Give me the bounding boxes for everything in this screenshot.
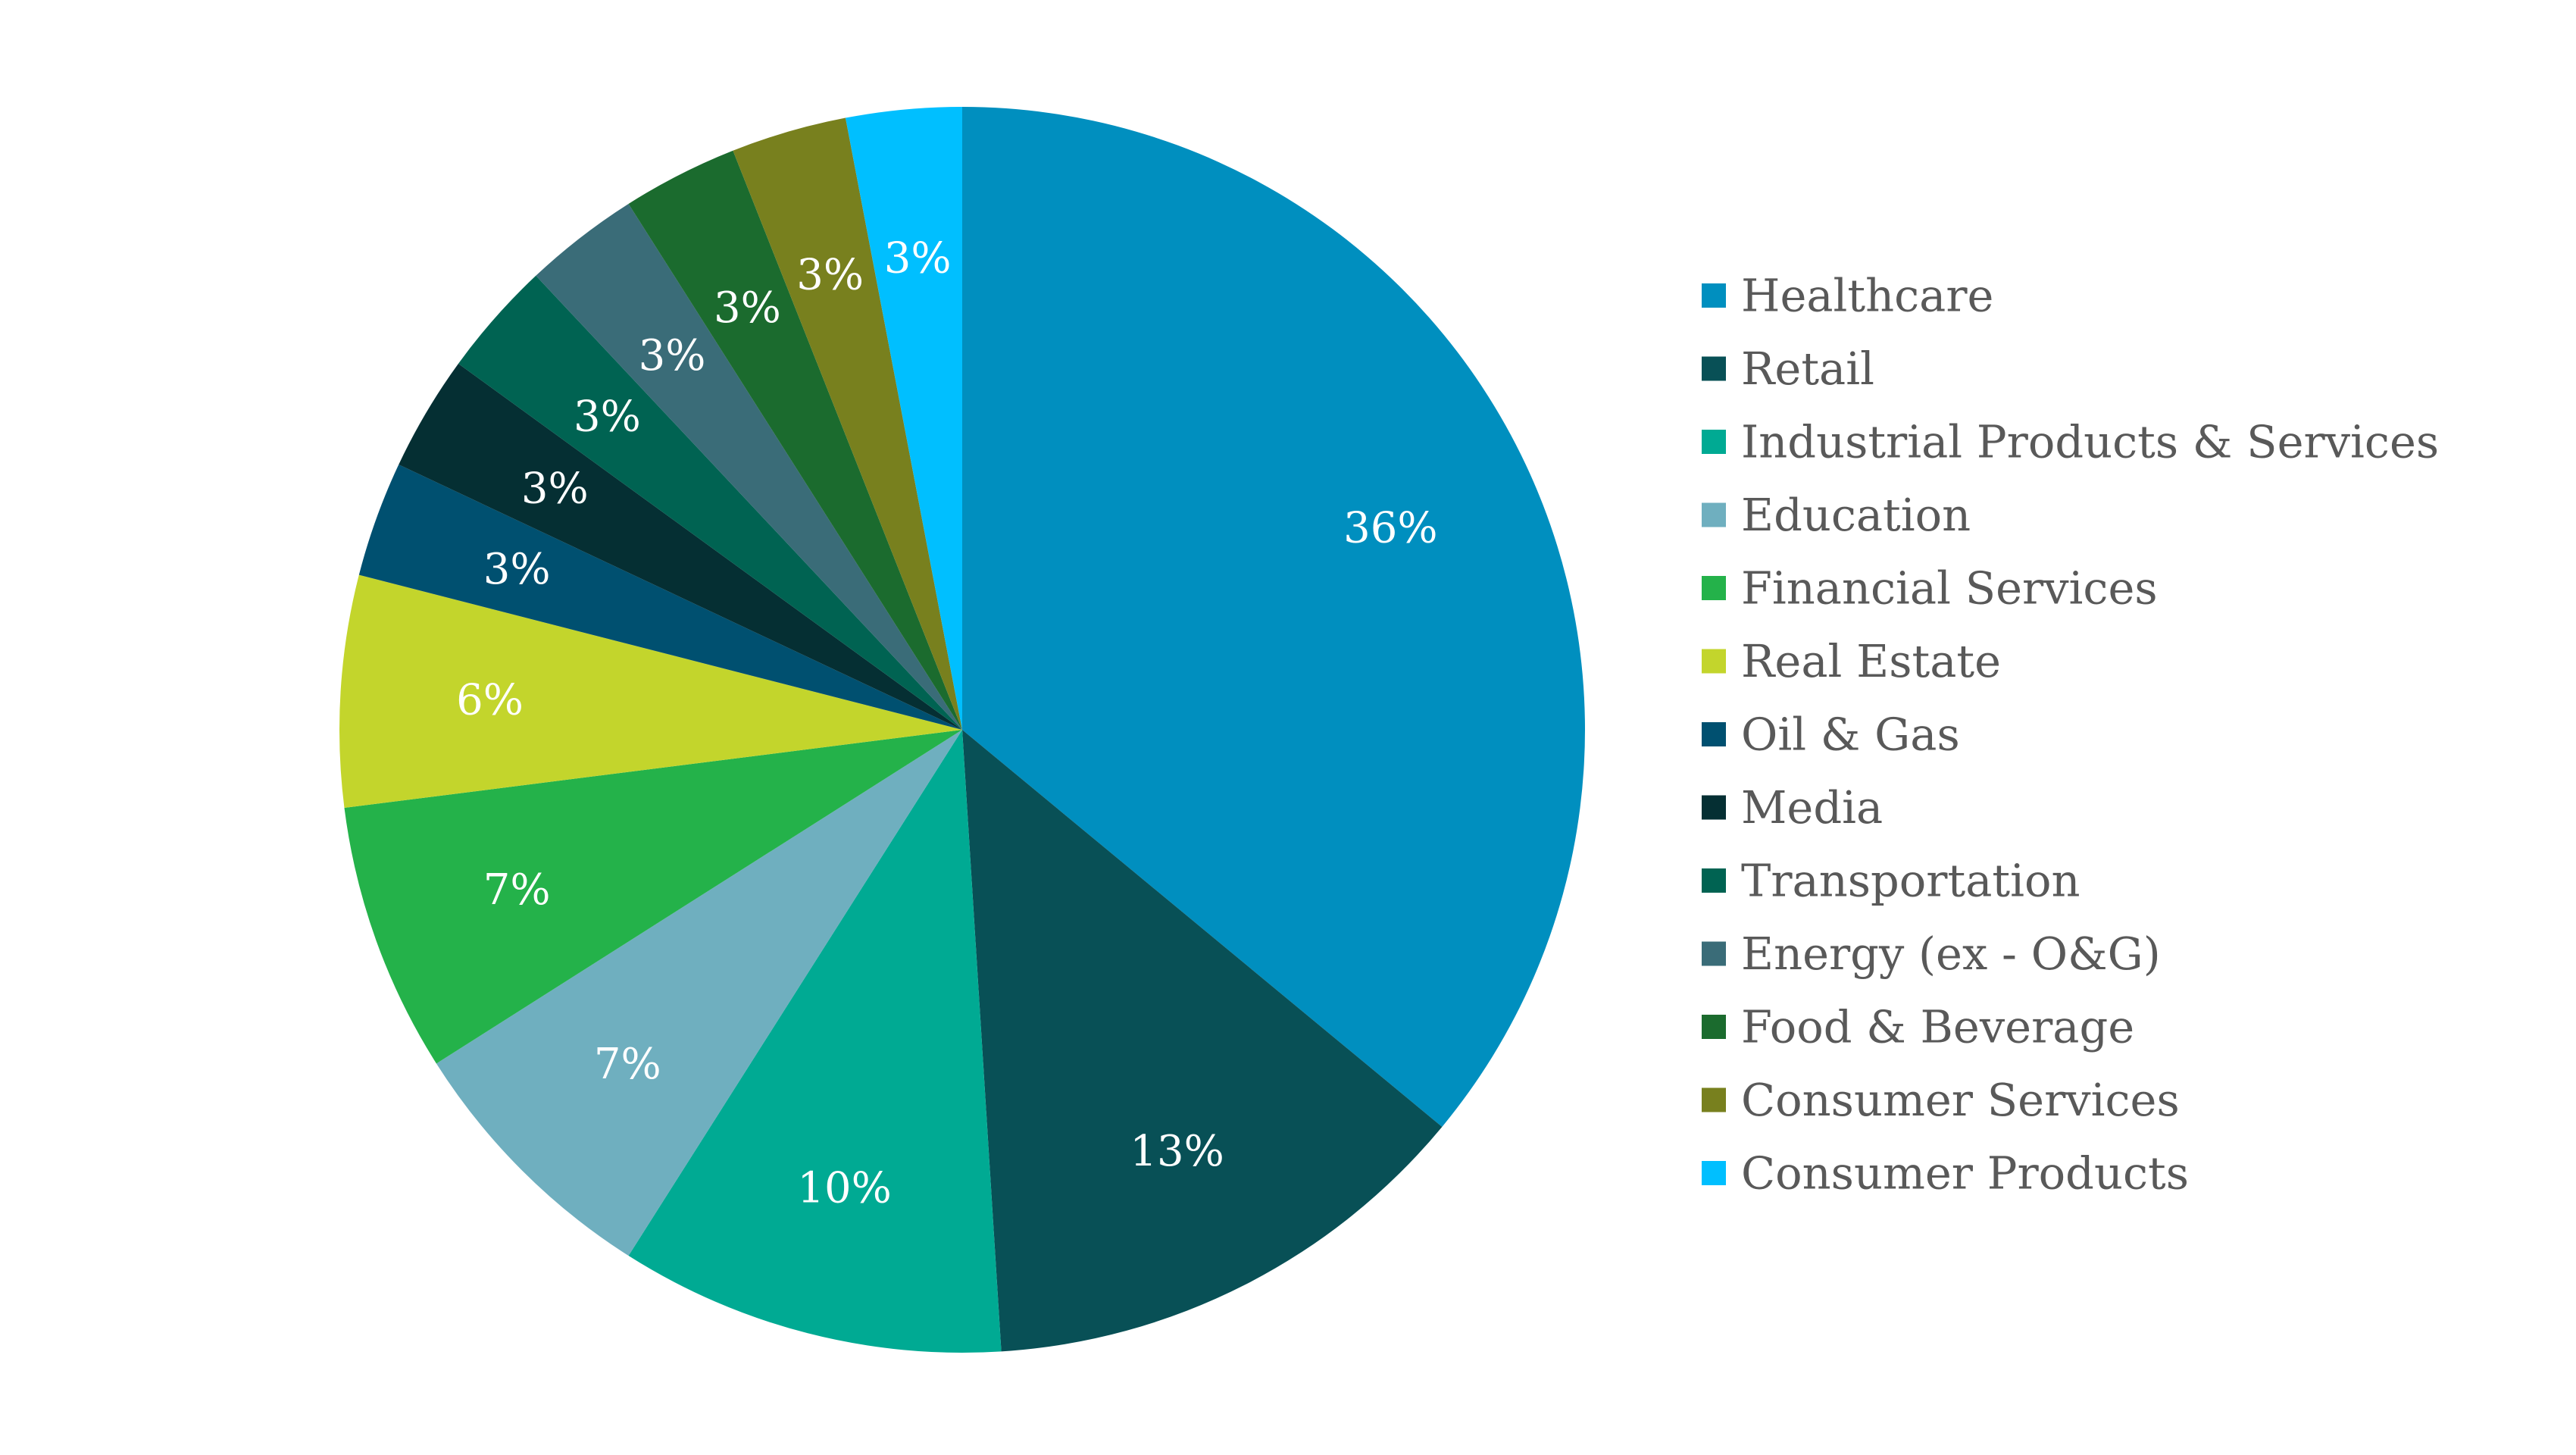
data-label-real-estate: 6% bbox=[456, 675, 524, 724]
legend-item-retail: Retail bbox=[1702, 343, 1874, 395]
legend-swatch bbox=[1702, 430, 1726, 454]
legend-label: Education bbox=[1741, 489, 1971, 541]
legend-swatch bbox=[1702, 649, 1726, 674]
data-label-healthcare: 36% bbox=[1343, 504, 1437, 553]
legend-label: Industrial Products & Services bbox=[1741, 416, 2439, 468]
legend-item-consumer-services: Consumer Services bbox=[1702, 1074, 2180, 1126]
legend-label: Consumer Products bbox=[1741, 1147, 2189, 1200]
legend-item-transportation: Transportation bbox=[1702, 855, 2080, 907]
legend-item-industrial-products-and-services: Industrial Products & Services bbox=[1702, 416, 2439, 468]
legend-label: Retail bbox=[1741, 343, 1874, 395]
legend-item-real-estate: Real Estate bbox=[1702, 635, 2001, 687]
legend-label: Energy (ex - O&G) bbox=[1741, 928, 2161, 980]
legend-swatch bbox=[1702, 1161, 1726, 1185]
legend-item-consumer-products: Consumer Products bbox=[1702, 1147, 2189, 1200]
legend-swatch bbox=[1702, 1015, 1726, 1039]
legend-item-media: Media bbox=[1702, 781, 1883, 834]
data-label-financial-services: 7% bbox=[483, 865, 551, 915]
data-label-retail: 13% bbox=[1130, 1127, 1224, 1176]
legend-label: Consumer Services bbox=[1741, 1074, 2180, 1126]
pie-slice-oil-and-gas bbox=[358, 465, 962, 730]
legend-item-food-and-beverage: Food & Beverage bbox=[1702, 1001, 2134, 1053]
data-label-food-and-beverage: 3% bbox=[714, 283, 781, 333]
legend-item-oil-and-gas: Oil & Gas bbox=[1702, 709, 1960, 761]
data-label-industrial-products-and-services: 10% bbox=[797, 1164, 891, 1213]
legend-item-energy-ex-oandg: Energy (ex - O&G) bbox=[1702, 928, 2161, 980]
legend-swatch bbox=[1702, 795, 1726, 820]
pie-slice-real-estate bbox=[339, 574, 962, 809]
legend-swatch bbox=[1702, 283, 1726, 308]
legend-swatch bbox=[1702, 576, 1726, 600]
legend-swatch bbox=[1702, 868, 1726, 893]
pie-slice-consumer-products bbox=[845, 107, 962, 730]
legend: Healthcare Retail Industrial Products & Se… bbox=[1702, 270, 2439, 1200]
legend-swatch bbox=[1702, 722, 1726, 746]
legend-item-healthcare: Healthcare bbox=[1702, 270, 1993, 322]
legend-item-financial-services: Financial Services bbox=[1702, 562, 2158, 615]
pie-slice-media bbox=[399, 363, 962, 730]
data-label-media: 3% bbox=[521, 465, 589, 514]
pie-slice-healthcare bbox=[962, 107, 1585, 1127]
legend-label: Real Estate bbox=[1741, 635, 2001, 687]
pie-slice-labels: 36%13%10%7%7%6%3%3%3%3%3%3% 3% bbox=[456, 234, 1437, 1213]
data-label-oil-and-gas: 3% bbox=[483, 545, 551, 594]
legend-swatch bbox=[1702, 356, 1726, 381]
data-label-consumer-products: 3% bbox=[884, 234, 952, 283]
legend-label: Financial Services bbox=[1741, 562, 2158, 615]
legend-label: Oil & Gas bbox=[1741, 709, 1960, 761]
pie-slices bbox=[339, 107, 1585, 1353]
legend-label: Healthcare bbox=[1741, 270, 1993, 322]
data-label-education: 7% bbox=[594, 1040, 661, 1089]
legend-label: Transportation bbox=[1741, 855, 2080, 907]
legend-label: Media bbox=[1741, 781, 1883, 834]
data-label-energy-ex-oandg: 3% bbox=[639, 331, 706, 380]
data-label-transportation: 3% bbox=[574, 392, 641, 441]
legend-swatch bbox=[1702, 1087, 1726, 1112]
pie-slice-consumer-services bbox=[733, 117, 962, 730]
legend-label: Food & Beverage bbox=[1741, 1001, 2134, 1053]
pie-slice-education bbox=[436, 730, 962, 1256]
pie-slice-industrial-products-and-services bbox=[628, 730, 1002, 1353]
legend-item-education: Education bbox=[1702, 489, 1971, 541]
pie-slice-retail bbox=[962, 730, 1443, 1352]
pie-slice-food-and-beverage bbox=[628, 150, 962, 731]
pie-slice-transportation bbox=[458, 275, 962, 730]
legend-swatch bbox=[1702, 502, 1726, 527]
data-label-consumer-services: 3% bbox=[796, 251, 864, 300]
pie-slice-financial-services bbox=[344, 730, 963, 1064]
pie-slice-energy-ex-oandg bbox=[536, 203, 962, 731]
legend-swatch bbox=[1702, 941, 1726, 966]
